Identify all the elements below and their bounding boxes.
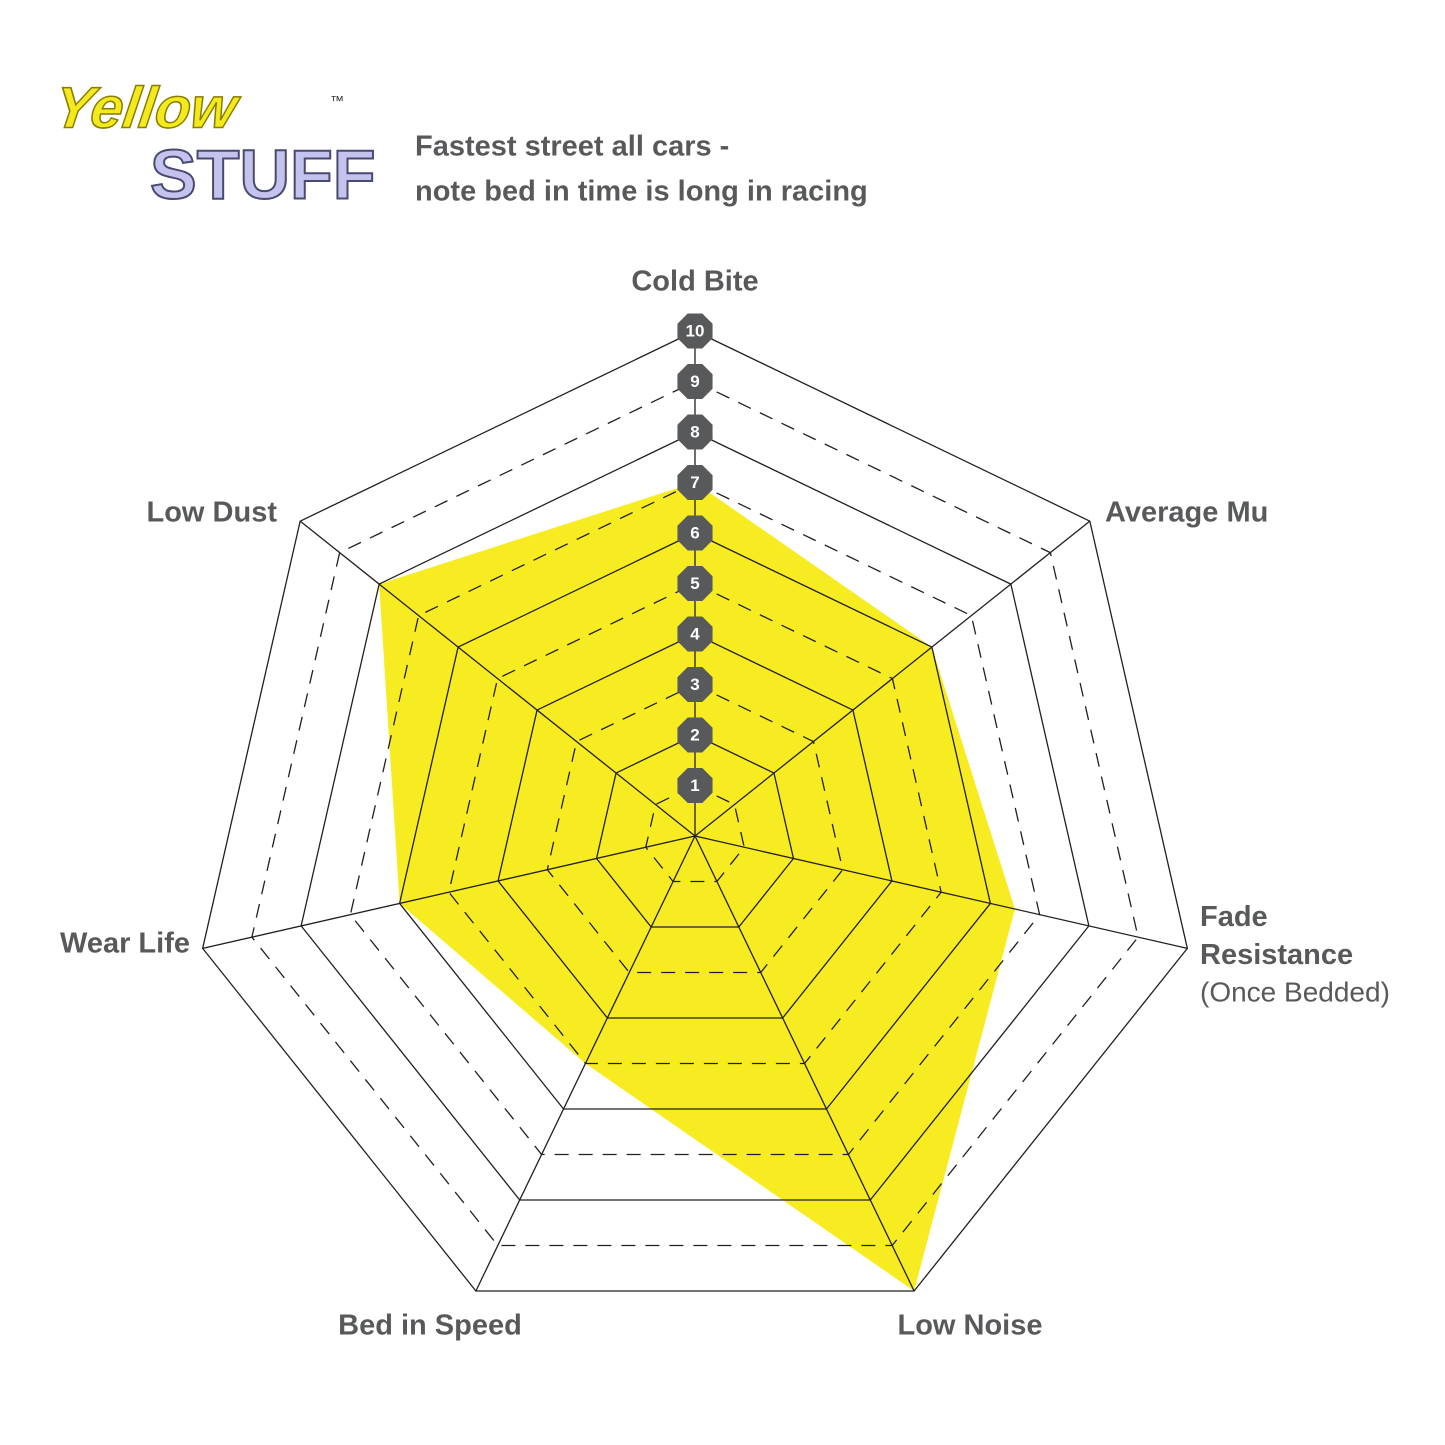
r-tick-label: 3 <box>690 675 699 694</box>
logo: Yellow STUFF ™ <box>50 75 377 215</box>
r-tick-label: 4 <box>690 624 700 643</box>
axis-label: Low Noise <box>897 1310 1042 1342</box>
tick-badge <box>677 767 713 804</box>
tick-badge <box>677 414 713 450</box>
axis-label: Cold Bite <box>631 266 758 298</box>
grid-ring <box>349 481 1041 1156</box>
grid-ring <box>398 532 992 1110</box>
axis-label: Fade Resistance <box>1200 901 1353 971</box>
axis-label: Average Mu <box>1105 497 1268 529</box>
spoke <box>694 520 1091 837</box>
axis-label: Wear Life <box>60 928 190 960</box>
logo-line2: STUFF <box>150 135 376 213</box>
tick-badge <box>677 565 713 602</box>
spoke <box>694 835 915 1292</box>
grid-ring <box>497 633 893 1019</box>
chart-title: Fastest street all cars - <box>415 131 729 163</box>
data-area <box>379 482 1016 1291</box>
grid-ring <box>300 431 1090 1201</box>
grid-ring <box>595 734 795 928</box>
tick-badge <box>677 616 713 652</box>
tick-badge <box>677 515 713 551</box>
tick-badge <box>677 666 713 703</box>
r-tick-label: 2 <box>690 725 699 744</box>
logo-line1: Yellow <box>50 76 244 141</box>
r-tick-label: 9 <box>690 372 699 391</box>
grid-ring <box>546 683 844 974</box>
axis-label: Low Dust <box>147 497 278 529</box>
tick-badge <box>677 464 713 501</box>
grid-ring <box>201 330 1189 1292</box>
spoke <box>202 835 696 950</box>
grid-ring <box>448 582 942 1065</box>
r-tick-label: 6 <box>690 523 699 542</box>
r-tick-label: 1 <box>690 776 699 795</box>
axis-note: (Once Bedded) <box>1200 976 1390 1007</box>
logo-mark: ™ <box>330 93 344 109</box>
axis-label: Bed in Speed <box>338 1310 522 1342</box>
r-tick-label: 8 <box>690 422 699 441</box>
tick-badge <box>677 717 713 753</box>
grid-ring <box>251 380 1139 1247</box>
tick-badge <box>677 363 713 400</box>
spoke <box>299 520 696 837</box>
r-tick-label: 5 <box>690 574 699 593</box>
spoke <box>694 835 1188 950</box>
spoke <box>475 835 696 1292</box>
r-tick-label: 7 <box>690 473 699 492</box>
chart-title: note bed in time is long in racing <box>415 176 868 208</box>
tick-badge <box>677 313 713 349</box>
r-tick-label: 10 <box>686 321 705 340</box>
grid-ring <box>645 784 745 883</box>
